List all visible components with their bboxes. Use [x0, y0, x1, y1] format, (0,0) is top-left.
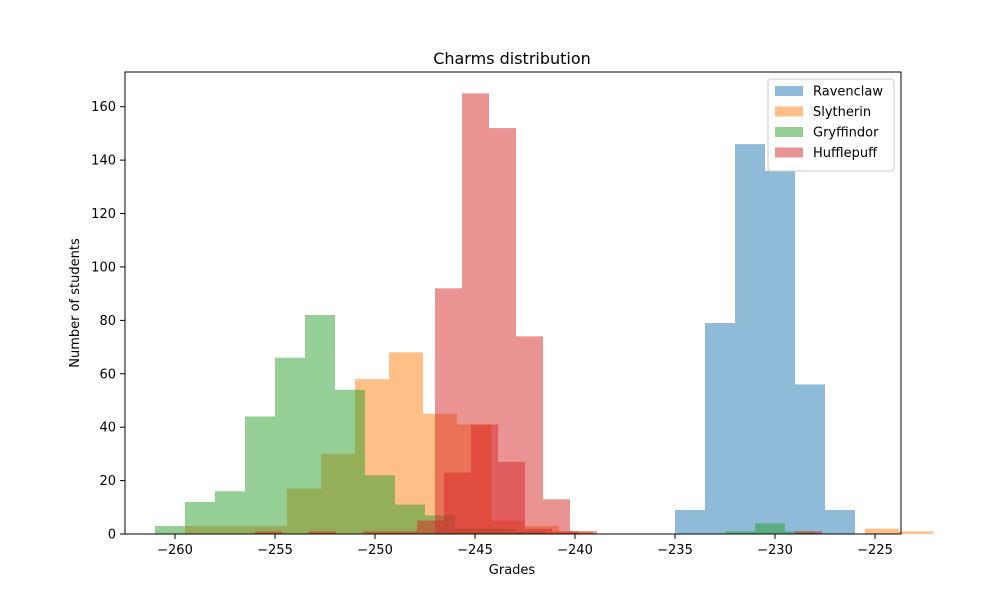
bar-slytherin-1-20: [865, 528, 899, 534]
bar-ravenclaw-0-4: [795, 384, 825, 534]
y-tick-label: 80: [99, 314, 116, 329]
x-tick-label: −225: [857, 543, 893, 558]
bar-hufflepuff-4-2: [489, 128, 516, 534]
x-tick-label: −240: [557, 543, 593, 558]
legend-label-hufflepuff: Hufflepuff: [813, 146, 878, 161]
bar-gryffindor-2-19: [725, 531, 755, 534]
bars-layer: [155, 93, 933, 535]
y-tick-label: 100: [91, 260, 116, 275]
bar-hufflepuff-3-4: [363, 531, 390, 534]
bar-gryffindor-2-2: [215, 491, 245, 534]
x-tick-label: −245: [457, 543, 493, 558]
y-tick-label: 60: [99, 367, 116, 382]
bar-hufflepuff-4-4: [543, 499, 570, 534]
legend-label-slytherin: Slytherin: [813, 105, 871, 120]
bar-gryffindor-2-20: [755, 523, 785, 534]
bar-hufflepuff-3-20: [795, 531, 822, 534]
bar-gryffindor-2-3: [245, 416, 275, 534]
x-tick-label: −260: [157, 543, 193, 558]
bar-hufflepuff-4-1: [462, 93, 489, 535]
y-tick-label: 160: [91, 100, 116, 115]
bar-ravenclaw-0-5: [825, 509, 855, 534]
legend-swatch-ravenclaw: [775, 86, 803, 96]
legend-swatch-gryffindor: [775, 127, 803, 137]
x-ticks: −260 −255 −250 −245 −240 −235 −230 −225: [157, 534, 893, 558]
y-ticks: 0 20 40 60 80 100 120 140 160: [91, 100, 125, 543]
bar-hufflepuff-4-0: [435, 288, 462, 534]
bar-ravenclaw-0-0: [675, 509, 705, 534]
y-tick-label: 140: [91, 154, 116, 169]
legend-swatch-slytherin: [775, 106, 803, 117]
bar-gryffindor-2-1: [185, 501, 215, 534]
bar-hufflepuff-3-5: [390, 531, 417, 534]
x-tick-label: −250: [357, 543, 393, 558]
bar-hufflepuff-4-5: [570, 531, 597, 534]
bar-gryffindor-2-6: [335, 389, 365, 534]
bar-ravenclaw-0-2: [735, 144, 765, 534]
y-tick-label: 0: [108, 528, 116, 543]
y-axis-label: Number of students: [68, 238, 83, 368]
legend-label-gryffindor: Gryffindor: [813, 126, 879, 141]
bar-ravenclaw-0-1: [705, 323, 735, 534]
legend: Ravenclaw Slytherin Gryffindor Hufflepuff: [767, 78, 895, 172]
bar-gryffindor-2-4: [275, 357, 305, 534]
y-tick-label: 40: [99, 421, 116, 436]
bar-slytherin-1-21: [899, 531, 933, 534]
y-tick-label: 120: [91, 207, 116, 222]
legend-swatch-hufflepuff: [775, 147, 803, 158]
bar-gryffindor-2-0: [155, 525, 185, 534]
y-tick-label: 20: [99, 474, 116, 489]
bar-ravenclaw-0-3: [765, 170, 795, 534]
x-axis-label: Grades: [489, 563, 536, 578]
bar-hufflepuff-3-2: [309, 531, 336, 534]
x-tick-label: −255: [257, 543, 293, 558]
plot-area-frame: [124, 71, 902, 535]
chart-title: Charms distribution: [433, 49, 591, 68]
legend-label-ravenclaw: Ravenclaw: [813, 85, 883, 100]
bar-hufflepuff-4-3: [516, 336, 543, 534]
bar-hufflepuff-3-0: [255, 531, 282, 534]
bar-gryffindor-2-7: [365, 475, 395, 534]
x-tick-label: −230: [757, 543, 793, 558]
bar-gryffindor-2-5: [305, 315, 335, 534]
x-tick-label: −235: [657, 543, 693, 558]
